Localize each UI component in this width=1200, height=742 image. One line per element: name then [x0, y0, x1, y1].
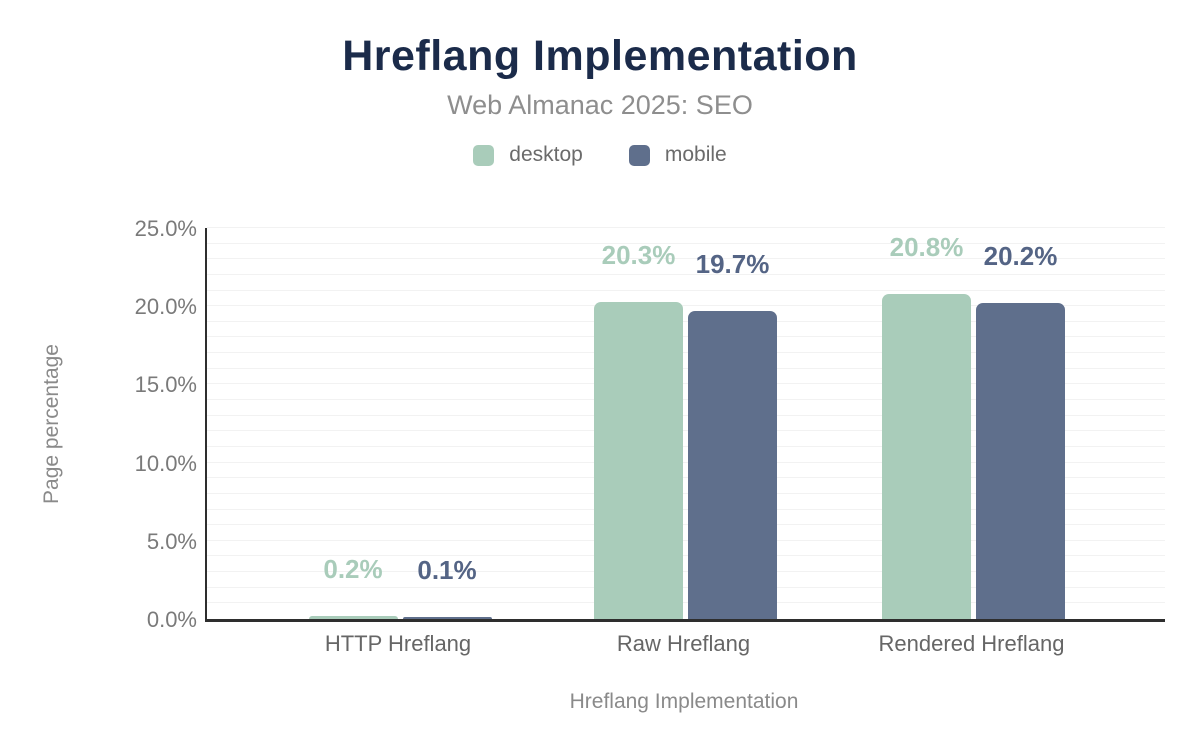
bar-mobile-0 [402, 617, 492, 619]
gridline [207, 258, 1165, 260]
gridline [207, 524, 1165, 526]
bar-value-label-desktop-2: 20.8% [889, 231, 964, 262]
y-tick-label: 10.0% [134, 450, 197, 476]
bar-mobile-1 [688, 310, 777, 619]
gridline [207, 352, 1165, 354]
gridline [207, 289, 1165, 291]
x-category-label: Rendered Hreflang [878, 631, 1065, 656]
chart-subtitle: Web Almanac 2025: SEO [447, 90, 753, 120]
gridline [207, 336, 1165, 338]
bar-value-label-mobile-0: 0.1% [417, 555, 477, 586]
y-tick-label: 0.0% [146, 607, 197, 632]
gridline [207, 477, 1165, 479]
y-tick-label: 5.0% [146, 528, 197, 554]
bar-value-label-mobile-1: 19.7% [695, 248, 770, 279]
gridline [207, 305, 1165, 307]
gridline [207, 367, 1165, 369]
bar-value-label-desktop-1: 20.3% [601, 239, 676, 270]
legend-item-mobile: mobile [628, 143, 727, 167]
legend: desktop mobile [0, 143, 1200, 167]
bar-value-label-desktop-0: 0.2% [323, 553, 383, 584]
plot-area: 0.2% 0.1% 20.3% 19.7% 20.8% 20.2% [205, 227, 1165, 622]
bar-desktop-2 [882, 293, 971, 619]
bar-mobile-2 [976, 303, 1065, 619]
bar-value-label-mobile-2: 20.2% [983, 241, 1058, 272]
y-tick-label: 25.0% [134, 216, 197, 241]
gridline [207, 539, 1165, 541]
y-tick-label: 15.0% [134, 372, 197, 398]
gridline [207, 273, 1165, 275]
gridline [207, 227, 1165, 228]
desktop-swatch-icon [473, 144, 495, 166]
legend-label-desktop: desktop [509, 143, 583, 166]
gridline [207, 586, 1165, 588]
gridline [207, 602, 1165, 604]
y-tick-label: 20.0% [134, 294, 197, 320]
x-category-label: HTTP Hreflang [324, 631, 472, 656]
x-category-label: Raw Hreflang [616, 631, 751, 656]
mobile-swatch-icon [628, 144, 650, 166]
gridline [207, 430, 1165, 432]
gridline [207, 320, 1165, 322]
gridline [207, 414, 1165, 416]
gridline [207, 445, 1165, 447]
legend-item-desktop: desktop [473, 143, 583, 167]
gridline [207, 399, 1165, 401]
gridline [207, 242, 1165, 244]
bar-desktop-0 [308, 615, 398, 619]
gridline [207, 383, 1165, 385]
gridline [207, 571, 1165, 573]
y-axis-title: Page percentage [40, 344, 63, 504]
gridline [207, 508, 1165, 510]
gridline [207, 461, 1165, 463]
bar-desktop-1 [594, 301, 683, 619]
x-axis-title: Hreflang Implementation [569, 690, 799, 713]
gridline [207, 492, 1165, 494]
chart-title: Hreflang Implementation [342, 32, 858, 80]
legend-label-mobile: mobile [664, 143, 727, 166]
gridline [207, 555, 1165, 557]
